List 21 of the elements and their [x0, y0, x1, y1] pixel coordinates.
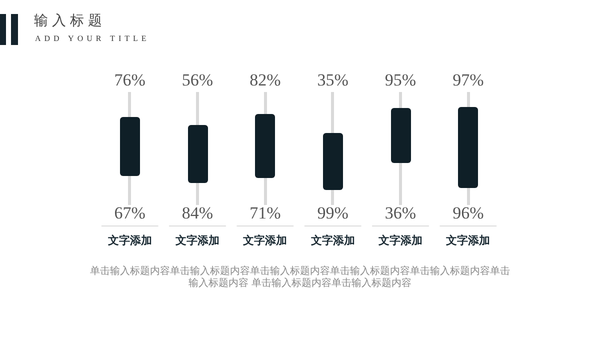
- data-label: 97%: [452, 70, 484, 90]
- data-label: 67%: [114, 203, 146, 222]
- data-label: 84%: [182, 203, 214, 222]
- category-label: 文字添加: [445, 233, 492, 249]
- text: 输入标题: [34, 12, 106, 30]
- data-label: 96%: [452, 203, 484, 222]
- data-label: 36%: [384, 203, 416, 222]
- category-label: 文字添加: [106, 233, 153, 249]
- data-label: 99%: [317, 203, 348, 222]
- category-label: 文字添加: [310, 233, 356, 249]
- category-label: 文字添加: [242, 233, 288, 249]
- data-label: 82%: [250, 70, 281, 90]
- text: ADD YOUR TITLE: [35, 34, 150, 43]
- text: 单击输入标题内容单击输入标题内容单击输入标题内容单击输入标题内容单击输入标题内容单击输入标题内容 单击输入标题内容单击输入标题内容: [90, 266, 510, 290]
- data-label: 95%: [384, 70, 416, 90]
- data-label: 71%: [250, 203, 281, 222]
- data-label: 76%: [114, 70, 146, 90]
- category-label: 文字添加: [378, 233, 424, 249]
- data-label: 56%: [182, 70, 214, 90]
- category-label: 文字添加: [174, 233, 220, 249]
- data-label: 35%: [317, 70, 348, 90]
